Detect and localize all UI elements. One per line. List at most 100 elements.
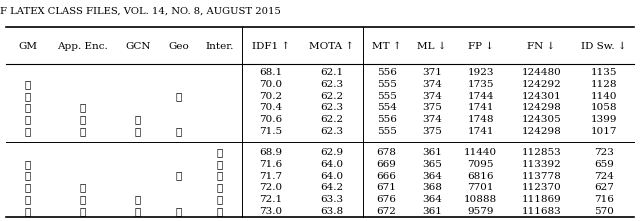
Text: 63.3: 63.3 xyxy=(320,195,343,204)
Text: 716: 716 xyxy=(595,195,614,204)
Text: 70.2: 70.2 xyxy=(259,92,283,101)
Text: ✓: ✓ xyxy=(176,127,182,136)
Text: 361: 361 xyxy=(422,207,442,216)
Text: 364: 364 xyxy=(422,195,442,204)
Text: 570: 570 xyxy=(595,207,614,216)
Text: 62.3: 62.3 xyxy=(320,80,343,89)
Text: 113778: 113778 xyxy=(522,171,561,181)
Text: ✓: ✓ xyxy=(25,195,31,204)
Text: App. Enc.: App. Enc. xyxy=(58,42,108,51)
Text: Geo: Geo xyxy=(168,42,189,51)
Text: 666: 666 xyxy=(377,171,397,181)
Text: ✓: ✓ xyxy=(176,207,182,216)
Text: 124298: 124298 xyxy=(522,103,561,112)
Text: 71.6: 71.6 xyxy=(259,160,283,169)
Text: ✓: ✓ xyxy=(80,127,86,136)
Text: 1399: 1399 xyxy=(591,115,618,124)
Text: F LATEX CLASS FILES, VOL. 14, NO. 8, AUGUST 2015: F LATEX CLASS FILES, VOL. 14, NO. 8, AUG… xyxy=(0,7,281,16)
Text: 10888: 10888 xyxy=(464,195,497,204)
Text: 368: 368 xyxy=(422,183,442,192)
Text: ID Sw. ↓: ID Sw. ↓ xyxy=(581,42,627,51)
Text: ✓: ✓ xyxy=(80,183,86,192)
Text: ✓: ✓ xyxy=(25,115,31,124)
Text: ✓: ✓ xyxy=(25,207,31,216)
Text: 64.2: 64.2 xyxy=(320,183,343,192)
Text: ✓: ✓ xyxy=(217,195,223,204)
Text: FN ↓: FN ↓ xyxy=(527,42,556,51)
Text: 111683: 111683 xyxy=(522,207,561,216)
Text: 111869: 111869 xyxy=(522,195,561,204)
Text: 672: 672 xyxy=(377,207,397,216)
Text: 64.0: 64.0 xyxy=(320,160,343,169)
Text: 627: 627 xyxy=(595,183,614,192)
Text: 1017: 1017 xyxy=(591,127,618,136)
Text: ✓: ✓ xyxy=(25,127,31,136)
Text: 70.6: 70.6 xyxy=(259,115,283,124)
Text: ✓: ✓ xyxy=(80,195,86,204)
Text: 124298: 124298 xyxy=(522,127,561,136)
Text: 364: 364 xyxy=(422,171,442,181)
Text: 72.1: 72.1 xyxy=(259,195,283,204)
Text: 64.0: 64.0 xyxy=(320,171,343,181)
Text: 7701: 7701 xyxy=(467,183,494,192)
Text: 361: 361 xyxy=(422,148,442,157)
Text: 374: 374 xyxy=(422,92,442,101)
Text: 62.9: 62.9 xyxy=(320,148,343,157)
Text: ✓: ✓ xyxy=(134,207,141,216)
Text: ✓: ✓ xyxy=(217,183,223,192)
Text: 724: 724 xyxy=(595,171,614,181)
Text: 671: 671 xyxy=(377,183,397,192)
Text: MOTA ↑: MOTA ↑ xyxy=(309,42,355,51)
Text: 72.0: 72.0 xyxy=(259,183,283,192)
Text: 112370: 112370 xyxy=(522,183,561,192)
Text: 555: 555 xyxy=(377,92,397,101)
Text: ✓: ✓ xyxy=(25,92,31,101)
Text: MT ↑: MT ↑ xyxy=(372,42,401,51)
Text: 112853: 112853 xyxy=(522,148,561,157)
Text: 62.3: 62.3 xyxy=(320,103,343,112)
Text: Inter.: Inter. xyxy=(206,42,234,51)
Text: ✓: ✓ xyxy=(217,171,223,181)
Text: ✓: ✓ xyxy=(134,115,141,124)
Text: 659: 659 xyxy=(595,160,614,169)
Text: 365: 365 xyxy=(422,160,442,169)
Text: 70.4: 70.4 xyxy=(259,103,283,112)
Text: 669: 669 xyxy=(377,160,397,169)
Text: 554: 554 xyxy=(377,103,397,112)
Text: ✓: ✓ xyxy=(25,160,31,169)
Text: 124292: 124292 xyxy=(522,80,561,89)
Text: 7095: 7095 xyxy=(467,160,494,169)
Text: 71.7: 71.7 xyxy=(259,171,283,181)
Text: ✓: ✓ xyxy=(134,127,141,136)
Text: 723: 723 xyxy=(595,148,614,157)
Text: 70.0: 70.0 xyxy=(259,80,283,89)
Text: 73.0: 73.0 xyxy=(259,207,283,216)
Text: ✓: ✓ xyxy=(176,171,182,181)
Text: 62.2: 62.2 xyxy=(320,115,343,124)
Text: IDF1 ↑: IDF1 ↑ xyxy=(252,42,290,51)
Text: 6816: 6816 xyxy=(467,171,494,181)
Text: 374: 374 xyxy=(422,115,442,124)
Text: 63.8: 63.8 xyxy=(320,207,343,216)
Text: 1140: 1140 xyxy=(591,92,618,101)
Text: 676: 676 xyxy=(377,195,397,204)
Text: ML ↓: ML ↓ xyxy=(417,42,447,51)
Text: ✓: ✓ xyxy=(176,92,182,101)
Text: 11440: 11440 xyxy=(464,148,497,157)
Text: 1128: 1128 xyxy=(591,80,618,89)
Text: 1058: 1058 xyxy=(591,103,618,112)
Text: 556: 556 xyxy=(377,68,397,77)
Text: 678: 678 xyxy=(377,148,397,157)
Text: 62.3: 62.3 xyxy=(320,127,343,136)
Text: GM: GM xyxy=(19,42,38,51)
Text: ✓: ✓ xyxy=(80,115,86,124)
Text: 1923: 1923 xyxy=(467,68,494,77)
Text: ✓: ✓ xyxy=(25,171,31,181)
Text: 1748: 1748 xyxy=(467,115,494,124)
Text: 375: 375 xyxy=(422,103,442,112)
Text: 1135: 1135 xyxy=(591,68,618,77)
Text: ✓: ✓ xyxy=(80,207,86,216)
Text: 9579: 9579 xyxy=(467,207,494,216)
Text: ✓: ✓ xyxy=(217,148,223,157)
Text: 556: 556 xyxy=(377,115,397,124)
